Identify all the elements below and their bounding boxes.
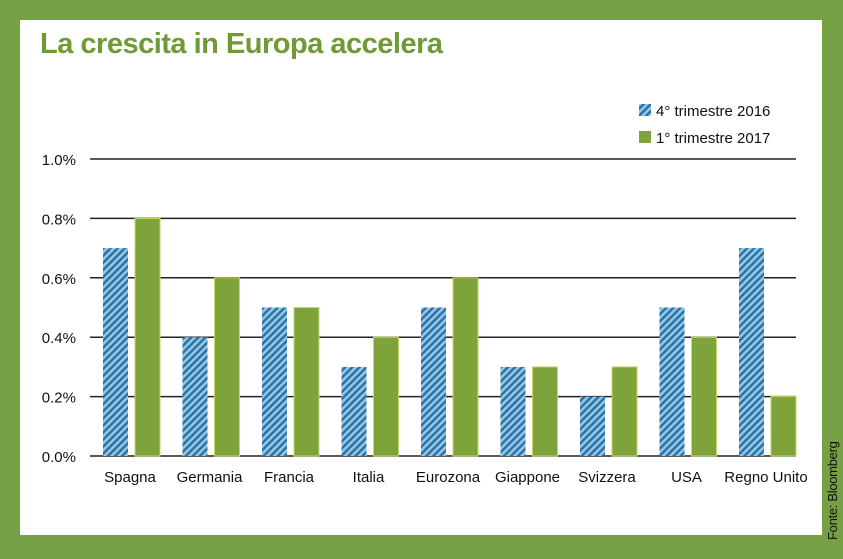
y-tick-label: 0.0%	[42, 449, 76, 466]
chart-title: La crescita in Europa accelera	[40, 28, 443, 60]
bar-1q-2017	[770, 396, 797, 457]
legend-label: 1° trimestre 2017	[656, 130, 770, 147]
y-tick-label: 0.8%	[42, 211, 76, 228]
legend-swatch-1q-2017	[639, 131, 651, 143]
bar-1q-2017	[452, 277, 479, 457]
x-tick-label: Regno Unito	[724, 469, 807, 486]
x-tick-label: Giappone	[495, 469, 560, 486]
x-tick-label: Germania	[177, 469, 244, 486]
x-tick-label: Eurozona	[416, 469, 481, 486]
x-tick-label: Svizzera	[578, 469, 636, 486]
bar-1q-2017	[611, 366, 638, 457]
bar-4q-2016	[341, 366, 367, 456]
x-tick-label: Italia	[353, 469, 385, 486]
bar-1q-2017	[532, 366, 558, 457]
source-note: Fonte: Bloomberg	[825, 441, 840, 540]
bar-4q-2016	[262, 307, 287, 456]
y-tick-label: 0.2%	[42, 390, 76, 407]
bar-4q-2016	[421, 307, 446, 456]
x-tick-label: Francia	[264, 469, 315, 486]
bar-1q-2017	[134, 217, 161, 457]
bar-4q-2016	[103, 248, 128, 456]
y-tick-label: 0.6%	[42, 271, 76, 288]
bar-1q-2017	[293, 307, 320, 457]
legend-swatch-4q-2016	[639, 104, 651, 116]
bar-1q-2017	[691, 336, 717, 457]
bar-1q-2017	[373, 336, 399, 457]
y-tick-label: 0.4%	[42, 330, 76, 347]
bar-4q-2016	[739, 248, 764, 456]
y-tick-label: 1.0%	[42, 152, 76, 169]
legend-label: 4° trimestre 2016	[656, 103, 770, 120]
legend: 4° trimestre 2016 1° trimestre 2017	[639, 103, 770, 147]
x-tick-label: Spagna	[104, 469, 156, 486]
bar-4q-2016	[182, 337, 208, 456]
bar-4q-2016	[659, 307, 685, 456]
x-tick-label: USA	[671, 469, 702, 486]
bar-1q-2017	[214, 277, 240, 457]
bar-4q-2016	[500, 366, 526, 456]
bar-4q-2016	[580, 396, 605, 456]
